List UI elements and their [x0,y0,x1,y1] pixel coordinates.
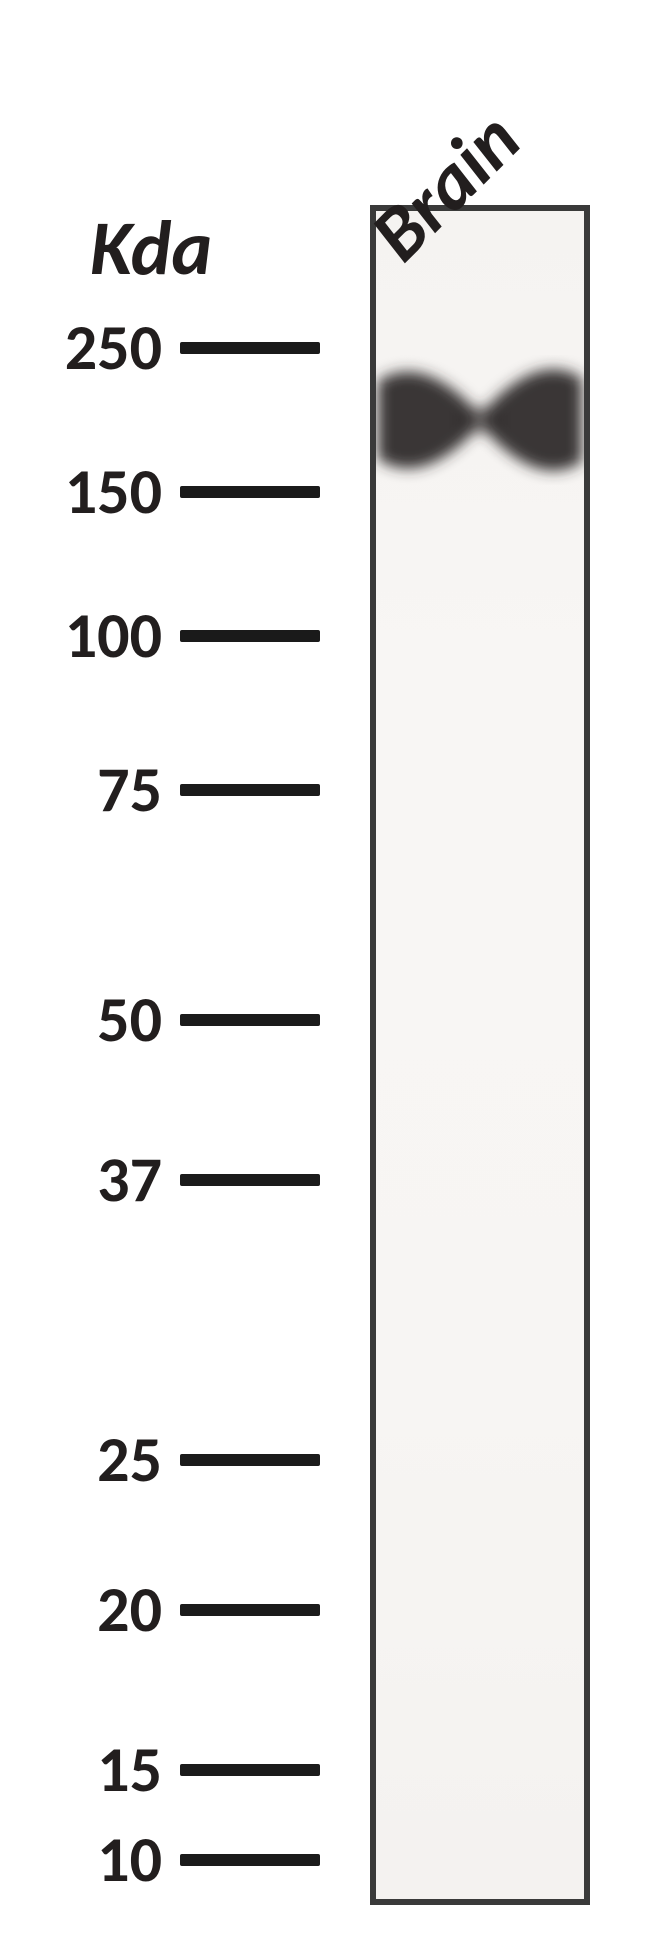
mw-tick [180,1174,320,1186]
mw-tick [180,486,320,498]
mw-tick [180,342,320,354]
mw-tick [180,1014,320,1026]
mw-tick [180,630,320,642]
mw-tick [180,1854,320,1866]
mw-label: 250 [65,316,162,380]
mw-label: 100 [65,604,162,668]
mw-label: 10 [97,1828,162,1892]
mw-label: 75 [97,758,162,822]
ladder-unit-label: Kda [90,200,212,295]
mw-label: 15 [97,1738,162,1802]
mw-label: 20 [97,1578,162,1642]
mw-label: 37 [97,1148,162,1212]
mw-tick [180,1454,320,1466]
mw-tick [180,1764,320,1776]
mw-tick [180,784,320,796]
mw-label: 150 [65,460,162,524]
blot-lane-box [370,205,590,1905]
mw-label: 25 [97,1428,162,1492]
mw-tick [180,1604,320,1616]
mw-label: 50 [97,988,162,1052]
